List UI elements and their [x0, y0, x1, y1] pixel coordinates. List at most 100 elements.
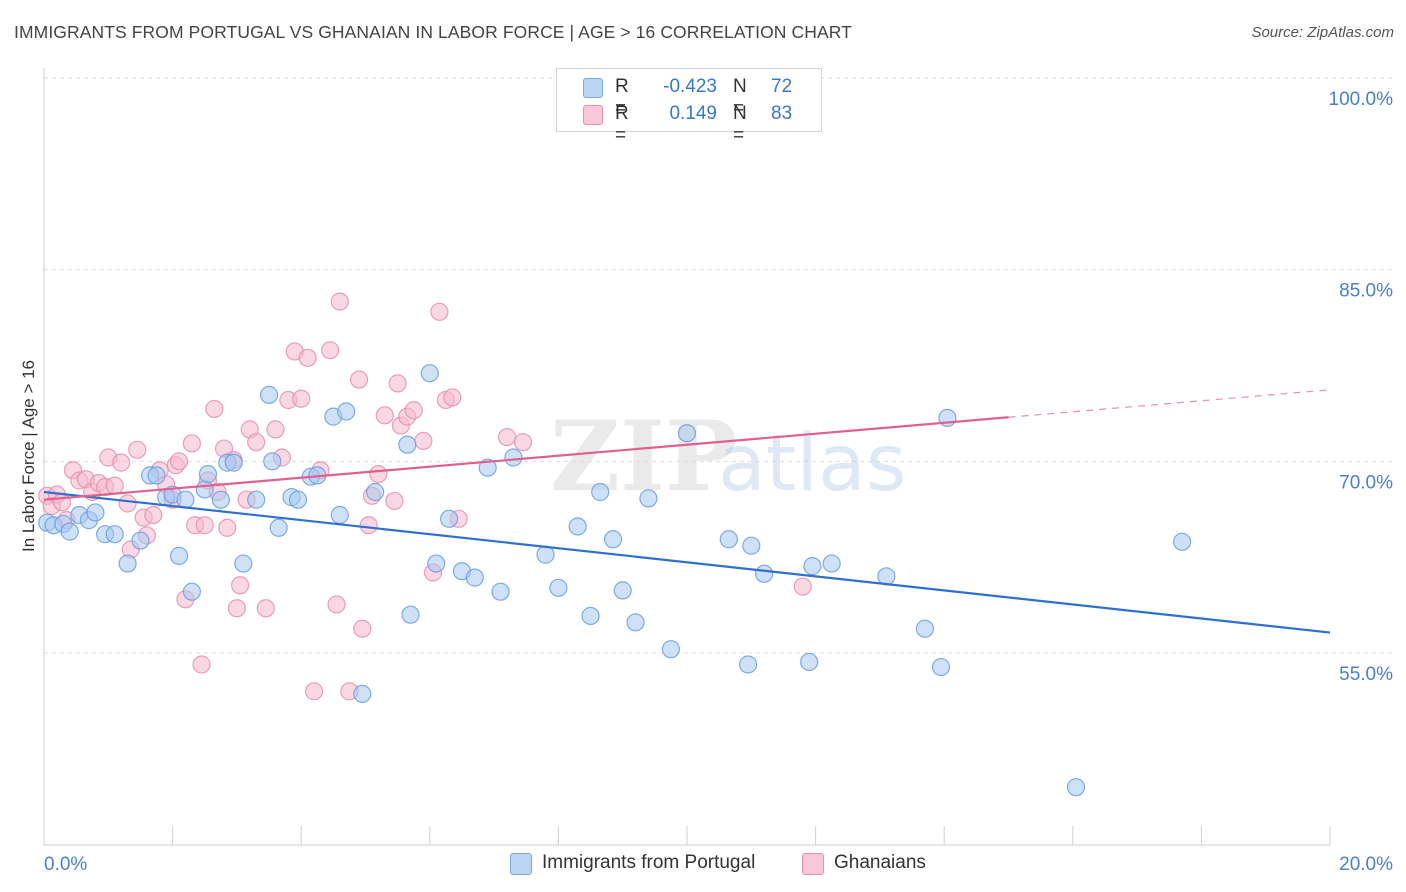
point-portugal [288, 490, 308, 509]
series-ghanaians-points [38, 292, 812, 701]
point-ghanaians [195, 516, 214, 535]
point-portugal [176, 490, 195, 509]
point-portugal [169, 546, 189, 565]
point-ghanaians [330, 292, 349, 311]
point-ghanaians [430, 302, 449, 321]
point-portugal [259, 385, 279, 404]
point-ghanaians [385, 491, 404, 511]
point-portugal [800, 652, 819, 672]
point-portugal [198, 465, 218, 484]
chart-source: Source: ZipAtlas.com [1251, 24, 1394, 41]
point-ghanaians [205, 399, 224, 419]
point-ghanaians [52, 493, 72, 512]
point-ghanaians [218, 518, 237, 537]
legend-r-label: R = [615, 76, 629, 119]
point-ghanaians [105, 476, 124, 495]
trend-line-portugal [43, 490, 1331, 634]
point-portugal [439, 509, 459, 528]
point-portugal [915, 619, 935, 638]
point-portugal [420, 364, 439, 383]
point-ghanaians [369, 465, 388, 484]
point-ghanaians [112, 453, 131, 472]
point-ghanaians [266, 420, 285, 439]
point-portugal [211, 490, 230, 509]
trend-line-ghanaians [43, 416, 1009, 501]
point-portugal [337, 402, 356, 421]
legend-swatch-pink [583, 105, 603, 125]
point-ghanaians [497, 427, 517, 447]
point-portugal [398, 435, 417, 454]
trend-line-ghanaians-extension [1008, 389, 1331, 418]
point-portugal [661, 640, 681, 659]
legend-swatch-pink [802, 853, 824, 875]
trend-lines [43, 389, 1331, 634]
correlation-legend: R = -0.423 N = 72 R = 0.149 N = 83 [556, 68, 822, 146]
point-portugal [719, 530, 738, 549]
point-portugal [1066, 778, 1086, 797]
point-ghanaians [256, 599, 275, 618]
point-ghanaians [375, 406, 394, 425]
point-ghanaians [321, 341, 340, 360]
point-portugal [224, 453, 243, 472]
point-portugal [427, 554, 446, 573]
point-portugal [195, 480, 214, 499]
point-ghanaians [388, 374, 407, 393]
point-portugal [182, 582, 201, 601]
legend-n-label: N = [733, 103, 747, 146]
point-ghanaians [404, 401, 423, 420]
series-legend: Immigrants from Portugal Ghanaians [0, 850, 1406, 880]
x-tick-label: 0.0% [44, 854, 87, 875]
point-portugal [822, 554, 841, 573]
y-tick-label: 85.0% [1339, 281, 1393, 302]
point-portugal [639, 489, 658, 508]
point-ghanaians [443, 388, 462, 407]
point-ghanaians [118, 494, 137, 513]
chart-title: IMMIGRANTS FROM PORTUGAL VS GHANAIAN IN … [14, 22, 852, 42]
point-portugal [263, 452, 282, 471]
point-portugal [247, 490, 266, 509]
point-portugal [742, 536, 761, 555]
point-portugal [931, 657, 951, 677]
y-axis-label: In Labor Force | Age > 16 [19, 360, 38, 552]
point-ghanaians [247, 433, 266, 452]
x-tick-label: 20.0% [1339, 854, 1393, 875]
point-portugal [234, 554, 253, 573]
legend-swatch-blue [583, 78, 603, 98]
point-ghanaians [793, 577, 812, 596]
point-portugal [491, 582, 510, 601]
point-ghanaians [327, 595, 346, 614]
point-portugal [581, 606, 600, 626]
point-ghanaians [169, 452, 189, 471]
legend-swatch-blue [510, 853, 532, 875]
point-ghanaians [182, 434, 201, 453]
point-portugal [366, 482, 385, 502]
point-portugal [803, 557, 822, 576]
point-portugal [131, 531, 150, 550]
x-tick-labels: 0.0% 20.0% [44, 854, 1393, 875]
point-portugal [504, 448, 523, 467]
point-portugal [536, 545, 555, 564]
point-ghanaians [513, 433, 533, 452]
y-tick-label: 55.0% [1339, 664, 1393, 685]
watermark-atlas: atlas [718, 419, 907, 509]
point-portugal [353, 684, 372, 703]
point-portugal [591, 482, 610, 502]
point-portugal [60, 522, 79, 541]
point-portugal [105, 525, 124, 544]
point-portugal [603, 530, 623, 549]
point-portugal [1173, 532, 1192, 551]
legend-label-portugal: Immigrants from Portugal [542, 852, 756, 873]
legend-r-value: 0.149 [669, 103, 717, 124]
point-portugal [613, 581, 632, 600]
series-portugal-points [38, 364, 1192, 797]
point-portugal [568, 517, 587, 536]
point-portugal [86, 503, 105, 522]
point-ghanaians [298, 348, 317, 367]
point-ghanaians [128, 440, 147, 459]
y-tick-labels: 55.0% 70.0% 85.0% 100.0% [1329, 89, 1394, 685]
legend-n-value: 83 [771, 103, 793, 124]
point-portugal [401, 605, 420, 624]
point-portugal [755, 564, 774, 583]
point-portugal [738, 655, 758, 674]
